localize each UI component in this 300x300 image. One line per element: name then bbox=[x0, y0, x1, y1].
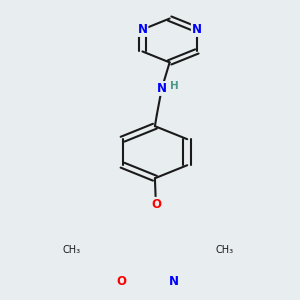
Text: N: N bbox=[137, 23, 147, 36]
Text: O: O bbox=[117, 275, 127, 288]
Text: N: N bbox=[169, 275, 179, 288]
Text: H: H bbox=[170, 81, 179, 92]
Text: N: N bbox=[157, 82, 167, 95]
Text: O: O bbox=[151, 198, 161, 211]
Text: CH₃: CH₃ bbox=[215, 245, 233, 255]
Text: CH₃: CH₃ bbox=[63, 245, 81, 255]
Text: N: N bbox=[192, 23, 202, 36]
